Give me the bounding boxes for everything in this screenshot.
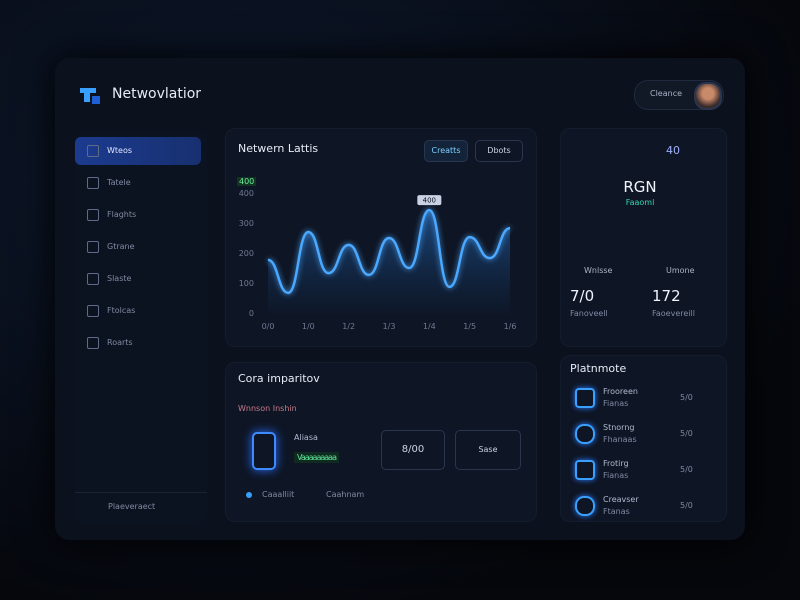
- device-icon: [252, 432, 276, 470]
- nav-icon: [87, 273, 99, 285]
- card-title: Platnmote: [570, 362, 627, 375]
- box[interactable]: Sase: [455, 430, 521, 470]
- line: [267, 208, 511, 295]
- nav-item[interactable]: Slaste: [75, 265, 201, 293]
- sidebar: [75, 130, 207, 525]
- platform-icon: [575, 424, 595, 444]
- nav-item[interactable]: Flaghts: [75, 201, 201, 229]
- platform-sub: Fianas: [603, 399, 629, 408]
- nav-item[interactable]: Wteos: [75, 137, 201, 165]
- tooltip: 400: [423, 197, 436, 205]
- device-name: Aliasa: [294, 433, 318, 442]
- button[interactable]: Creatts: [424, 140, 468, 162]
- indicator: [246, 492, 252, 498]
- y-tick-label: 400: [239, 189, 254, 198]
- platform-value[interactable]: 5/0: [680, 501, 693, 510]
- nav-item[interactable]: Ftolcas: [75, 297, 201, 325]
- footer-text: Caaalliit: [262, 490, 295, 499]
- sidebar-footer[interactable]: Plaeveraect: [108, 502, 156, 511]
- nav-icon: [87, 337, 99, 349]
- divider: [75, 492, 207, 493]
- stat-sub: Fanoveell: [570, 309, 608, 318]
- nav-icon: [87, 145, 99, 157]
- device-status: Vaaaaaaaaa: [294, 452, 339, 463]
- platform-sub: Fianas: [603, 471, 629, 480]
- platform-sub: Ftanas: [603, 507, 630, 516]
- donut-label: 40: [666, 144, 680, 157]
- platform-value[interactable]: 5/0: [680, 465, 693, 474]
- legend: 400: [237, 177, 257, 186]
- y-tick-label: 200: [239, 249, 254, 258]
- x-tick-label: 0/0: [262, 322, 275, 331]
- x-tick-label: 1/4: [423, 322, 436, 331]
- donut-card: [560, 128, 727, 347]
- x-tick-label: 1/6: [504, 322, 517, 331]
- footer-text: Caahnam: [326, 490, 365, 499]
- avatar: [694, 82, 722, 110]
- x-tick-label: 1/0: [302, 322, 315, 331]
- platform-name: Creavser: [603, 495, 639, 504]
- platform-icon: [575, 460, 595, 480]
- nav-item[interactable]: Gtrane: [75, 233, 201, 261]
- nav-icon: [87, 177, 99, 189]
- nav-item[interactable]: Roarts: [75, 329, 201, 357]
- platform-icon: [575, 496, 595, 516]
- x-tick-label: 1/3: [383, 322, 396, 331]
- platform-sub: Fhanaas: [603, 435, 637, 444]
- y-tick-label: 300: [239, 219, 254, 228]
- x-tick-label: 1/2: [342, 322, 355, 331]
- nav-item[interactable]: Tatele: [75, 169, 201, 197]
- stat-value: 7/0: [570, 287, 595, 305]
- stat-value: 172: [652, 287, 681, 305]
- x-tick-label: 1/5: [463, 322, 476, 331]
- user-name: Cleance: [650, 89, 683, 98]
- platform-icon: [575, 388, 595, 408]
- stat-sub: Faoevereill: [652, 309, 695, 318]
- platform-name: Frotirg: [603, 459, 629, 468]
- box[interactable]: 8/00: [381, 430, 445, 470]
- platform-name: Frooreen: [603, 387, 638, 396]
- tooltip-box: [417, 195, 442, 206]
- platform-value[interactable]: 5/0: [680, 393, 693, 402]
- platform-name: Stnorng: [603, 423, 635, 432]
- platform-value[interactable]: 5/0: [680, 429, 693, 438]
- card-subtitle: Wnnson Inshin: [238, 404, 297, 413]
- nav-icon: [87, 241, 99, 253]
- donut-center: RGN: [623, 178, 657, 196]
- y-tick-label: 0: [249, 309, 254, 318]
- stat-name: Wnlsse: [584, 266, 613, 275]
- nav-icon: [87, 305, 99, 317]
- y-tick-label: 100: [239, 279, 254, 288]
- stat-name: Umone: [666, 266, 695, 275]
- area: [268, 210, 510, 313]
- donut-subtitle: Faaoml: [625, 198, 655, 207]
- card-title: Netwern Lattis: [238, 142, 319, 155]
- button[interactable]: Dbots: [475, 140, 523, 162]
- nav-icon: [87, 209, 99, 221]
- app-title: Netwovlatior: [112, 86, 202, 102]
- logo: [80, 88, 100, 104]
- card-title: Cora imparitov: [238, 372, 320, 385]
